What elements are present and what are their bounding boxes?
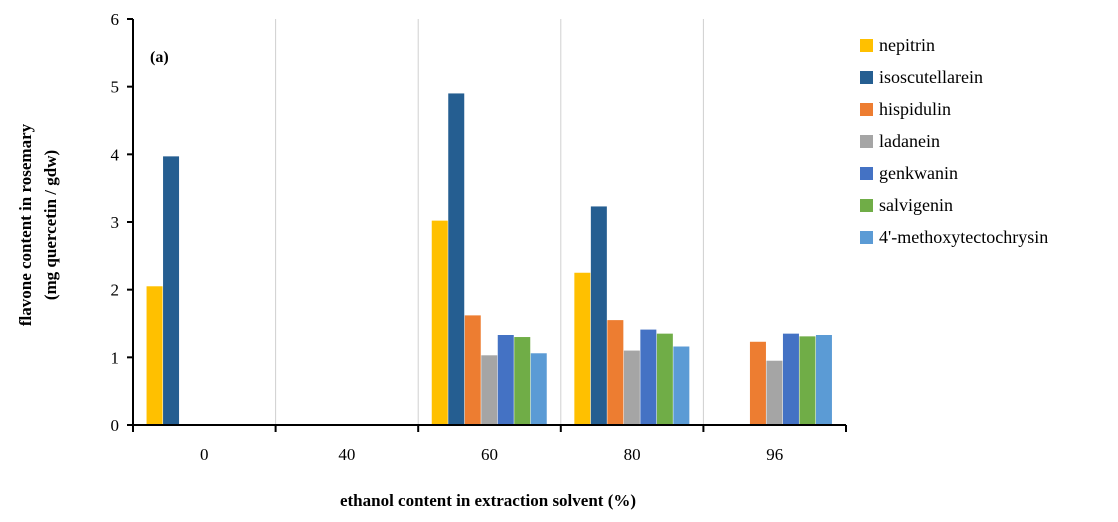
y-tick-label: 1: [111, 348, 120, 367]
legend-label: hispidulin: [879, 99, 951, 119]
bar-ladanein-96: [766, 360, 783, 425]
bar-4-methoxytectochrysin-80: [673, 346, 690, 425]
bar-genkwanin-80: [640, 329, 657, 425]
legend-label: ladanein: [879, 131, 940, 151]
y-tick-label: 0: [111, 416, 120, 435]
bar-salvigenin-96: [799, 336, 816, 425]
legend-label: salvigenin: [879, 195, 953, 215]
bar-genkwanin-60: [497, 335, 514, 425]
bar-salvigenin-80: [656, 333, 673, 425]
legend-swatch: [860, 39, 873, 52]
bar-hispidulin-60: [464, 315, 481, 425]
bar-isoscutellarein-60: [448, 93, 465, 425]
legend-swatch: [860, 199, 873, 212]
y-tick-label: 2: [111, 281, 120, 300]
y-axis-title-line1: flavone content in rosemary: [16, 123, 35, 326]
y-tick-label: 5: [111, 78, 120, 97]
legend-label: 4'-methoxytectochrysin: [879, 227, 1048, 247]
legend-swatch: [860, 167, 873, 180]
legend-label: nepitrin: [879, 35, 935, 55]
x-tick-labels: 0 40 60 80 96: [200, 445, 783, 464]
bars: [146, 93, 832, 425]
y-tick-labels: 0 1 2 3 4 5 6: [111, 10, 120, 435]
bar-nepitrin-80: [574, 272, 591, 425]
bar-nepitrin-0: [146, 286, 163, 425]
bar-nepitrin-60: [431, 220, 448, 425]
legend-swatch: [860, 103, 873, 116]
legend-swatch: [860, 231, 873, 244]
category-gridlines: [275, 19, 704, 425]
y-tick-label: 3: [111, 213, 120, 232]
x-tick-label: 80: [624, 445, 641, 464]
bar-genkwanin-96: [782, 333, 799, 425]
y-axis-title-line2: (mg quercetin / gdw): [41, 150, 60, 300]
bar-isoscutellarein-80: [590, 206, 607, 425]
x-tick-label: 96: [766, 445, 783, 464]
bar-ladanein-60: [481, 355, 498, 425]
y-tick-label: 6: [111, 10, 120, 29]
legend-swatch: [860, 71, 873, 84]
legend: nepitrin isoscutellarein hispidulin ladanei…: [860, 35, 1048, 247]
bar-hispidulin-96: [749, 341, 766, 425]
x-axis-title: ethanol content in extraction solvent (%…: [340, 491, 636, 510]
axes: [127, 18, 847, 432]
bar-salvigenin-60: [514, 337, 531, 425]
x-tick-label: 40: [338, 445, 355, 464]
legend-swatch: [860, 135, 873, 148]
x-tick-label: 0: [200, 445, 209, 464]
bar-hispidulin-80: [607, 320, 624, 425]
y-tick-label: 4: [111, 145, 120, 164]
legend-label: isoscutellarein: [879, 67, 983, 87]
legend-label: genkwanin: [879, 163, 958, 183]
bar-4-methoxytectochrysin-60: [530, 353, 547, 425]
chart-annotation: (a): [150, 49, 169, 66]
bar-4-methoxytectochrysin-96: [815, 335, 832, 425]
bar-isoscutellarein-0: [163, 156, 180, 425]
bar-ladanein-80: [623, 350, 640, 425]
x-tick-label: 60: [481, 445, 498, 464]
